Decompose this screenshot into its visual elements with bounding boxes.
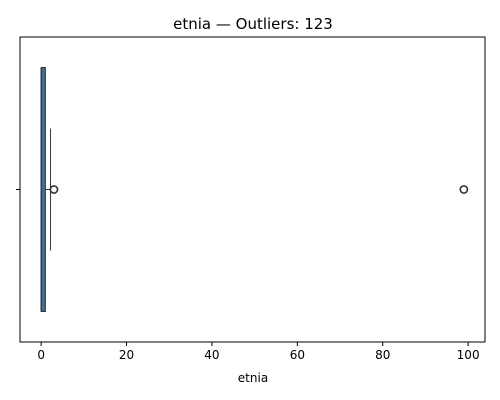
chart-title: etnia — Outliers: 123 [173,15,333,33]
x-tick-label: 100 [457,348,480,362]
x-tick-label: 80 [375,348,390,362]
outlier-point [49,185,59,194]
plot-area: 0 20 40 60 80 100 [16,36,486,362]
x-tick-label: 40 [204,348,219,362]
x-tick-label: 20 [119,348,134,362]
x-tick-label: 0 [37,348,45,362]
x-axis-label: etnia [238,371,268,385]
outlier-point [459,185,469,194]
x-tick-label: 60 [290,348,305,362]
box-iqr [40,67,46,312]
